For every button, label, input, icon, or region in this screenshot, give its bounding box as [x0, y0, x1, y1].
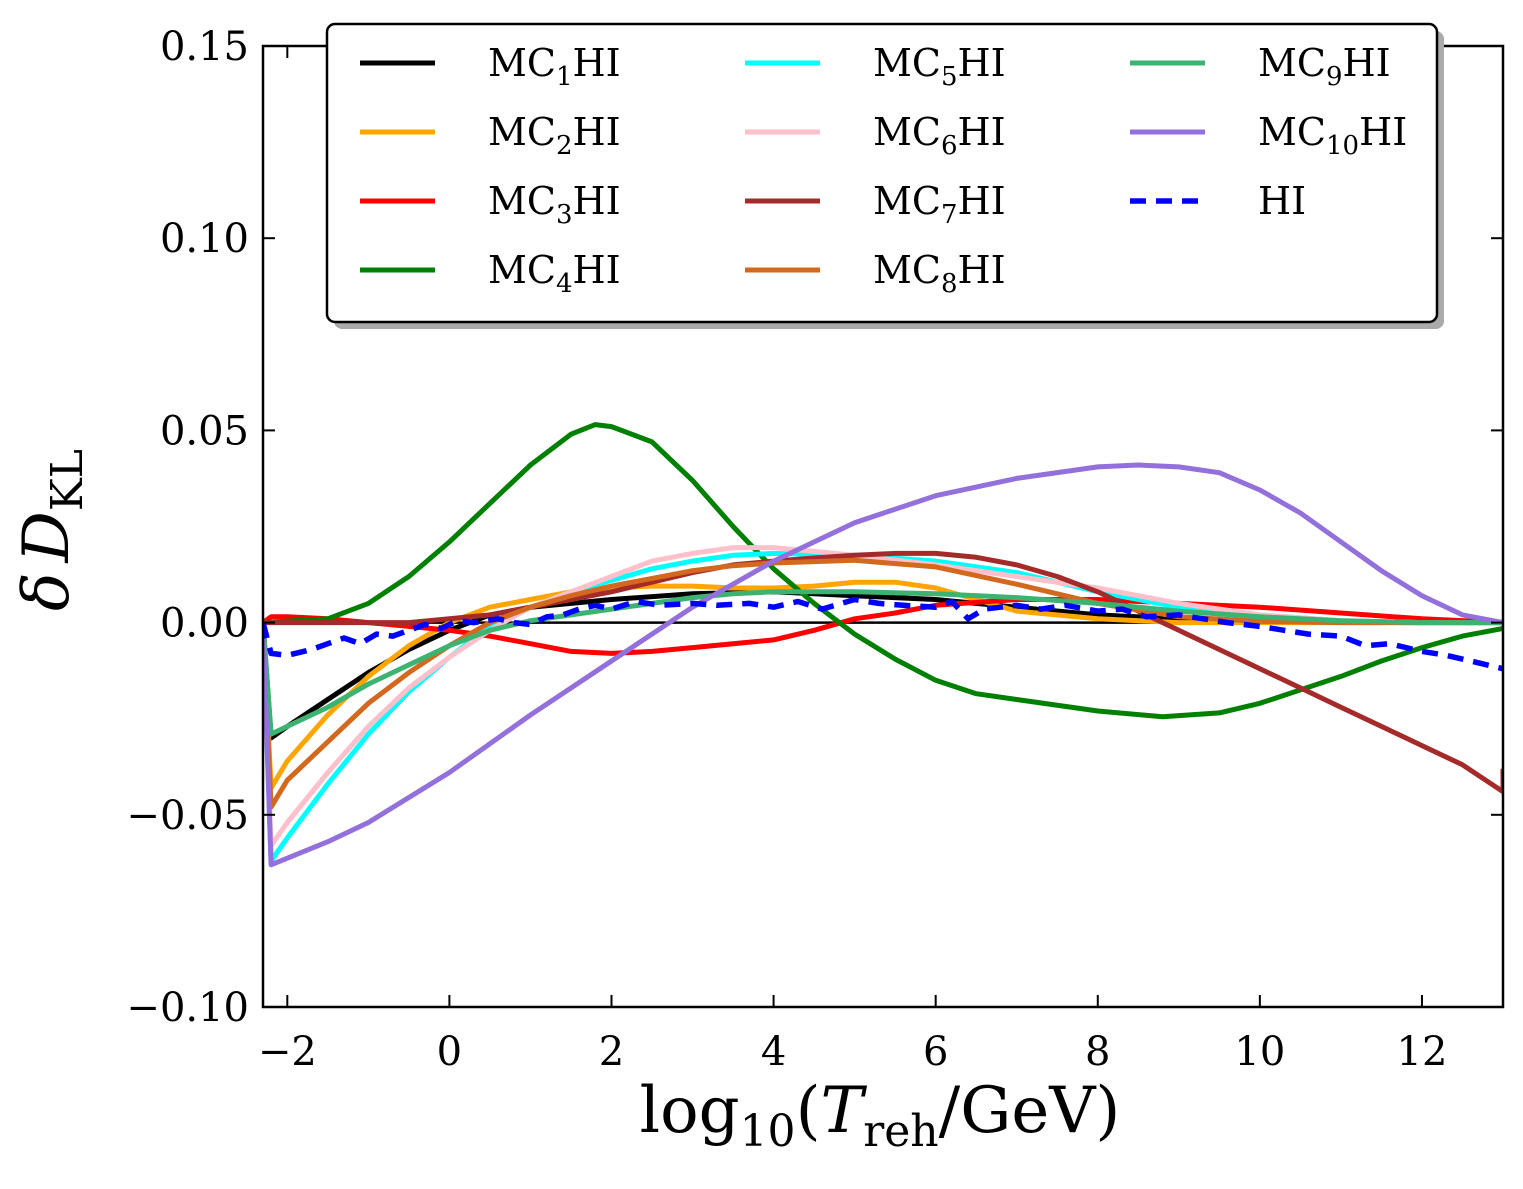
y-tick-label: 0.00 — [160, 601, 249, 647]
x-tick-label: 4 — [761, 1029, 786, 1075]
x-tick-label: 2 — [599, 1029, 624, 1075]
legend-label-mc9hi: MC9HI — [1258, 41, 1391, 92]
y-axis-label: δDKL — [10, 449, 93, 611]
x-tick-label: 10 — [1234, 1029, 1285, 1075]
y-tick-label: −0.05 — [126, 793, 249, 839]
y-tick-label: 0.05 — [160, 408, 249, 454]
x-tick-label: −2 — [258, 1029, 317, 1075]
legend-label-mc10hi: MC10HI — [1258, 110, 1407, 161]
legend-label-mc1hi: MC1HI — [488, 41, 621, 92]
series-line-mc5hi — [263, 550, 1503, 864]
legend-label-mc5hi: MC5HI — [873, 41, 1006, 92]
series-line-mc10hi — [263, 462, 1503, 868]
x-tick-label: 6 — [923, 1029, 948, 1075]
legend: MC1HI MC2HI MC3HI MC4HI MC5HI MC6HI MC7HI MC8HI… — [325, 22, 1444, 329]
legend-label-mc2hi: MC2HI — [488, 110, 621, 161]
legend-label-mc3hi: MC3HI — [488, 179, 621, 230]
legend-label-mc8hi: MC8HI — [873, 248, 1006, 299]
y-tick-label: 0.15 — [160, 24, 249, 70]
series-line-mc9hi — [263, 589, 1503, 737]
series-line-mc6hi — [263, 545, 1503, 849]
legend-label-hi: HI — [1258, 179, 1306, 223]
y-tick-label: −0.10 — [126, 985, 249, 1031]
x-axis-label: log10(Treh/GeV) — [640, 1074, 1121, 1157]
legend-label-mc4hi: MC4HI — [488, 248, 621, 299]
series-line-mc4hi — [263, 422, 1503, 720]
series-line-hi — [263, 596, 1503, 672]
y-tick-label: 0.10 — [160, 216, 249, 262]
legend-label-mc6hi: MC6HI — [873, 110, 1006, 161]
series-line-mc2hi — [263, 579, 1503, 791]
legend-label-mc7hi: MC7HI — [873, 179, 1006, 230]
series-line-mc7hi — [263, 550, 1503, 795]
x-tick-label: 12 — [1397, 1029, 1448, 1075]
legend-box — [325, 22, 1439, 324]
x-tick-label: 8 — [1085, 1029, 1110, 1075]
x-tick-label: 0 — [437, 1029, 462, 1075]
series-layer — [263, 422, 1503, 868]
